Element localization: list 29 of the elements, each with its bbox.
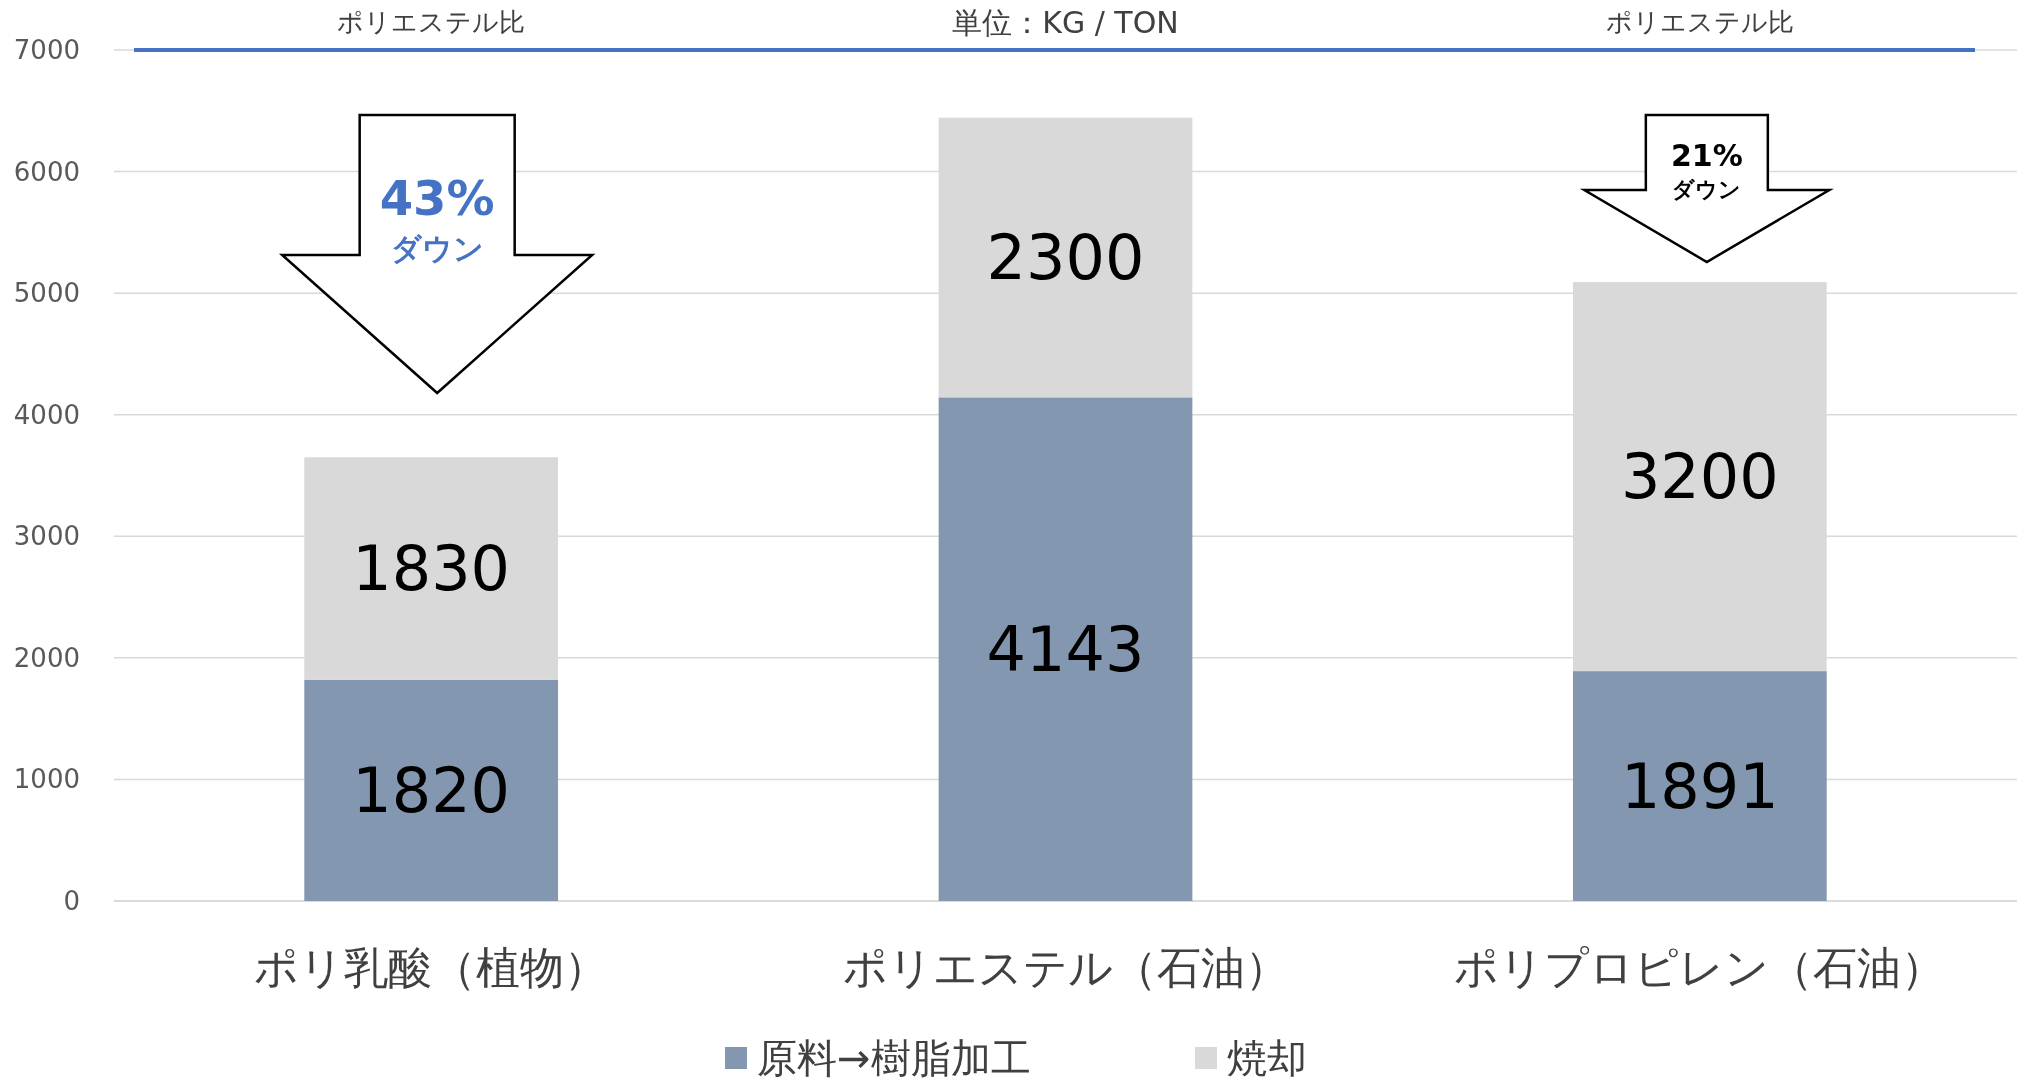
y-tick-label: 6000 [13, 156, 80, 187]
bar [304, 679, 559, 901]
data-label: 1830 [352, 532, 511, 605]
legend-label: 焼却 [1227, 1035, 1307, 1081]
annotation: ダウン [1672, 176, 1742, 202]
bar [1572, 671, 1827, 901]
y-tick-label: 0 [63, 886, 80, 916]
text: ポリエステル比 [1605, 7, 1794, 37]
text: 単位：KG / TON [952, 4, 1179, 40]
y-tick-label: 2000 [13, 642, 80, 673]
annotation: 43% [379, 170, 495, 226]
y-tick-label: 4000 [13, 399, 80, 430]
annotation: 21% [1670, 137, 1743, 173]
bar [938, 397, 1193, 901]
text: ポリエステル比 [337, 7, 526, 37]
y-tick-label: 3000 [13, 521, 80, 552]
y-tick-label: 1000 [13, 764, 80, 795]
y-tick-label: 5000 [13, 278, 80, 309]
data-label: 2300 [986, 221, 1145, 295]
data-label: 1891 [1620, 749, 1779, 823]
legend-label: 原料→樹脂加工 [757, 1035, 1031, 1081]
x-tick-label: ポリプロピレン（石油） [1454, 941, 1946, 993]
data-label: 4143 [986, 612, 1145, 686]
x-tick-label: ポリ乳酸（植物） [254, 941, 609, 993]
y-tick-label: 7000 [13, 35, 80, 65]
x-tick-label: ポリエステル（石油） [842, 941, 1289, 993]
annotation: ダウン [390, 230, 484, 266]
data-label: 1820 [352, 753, 511, 827]
data-label: 3200 [1620, 440, 1779, 514]
